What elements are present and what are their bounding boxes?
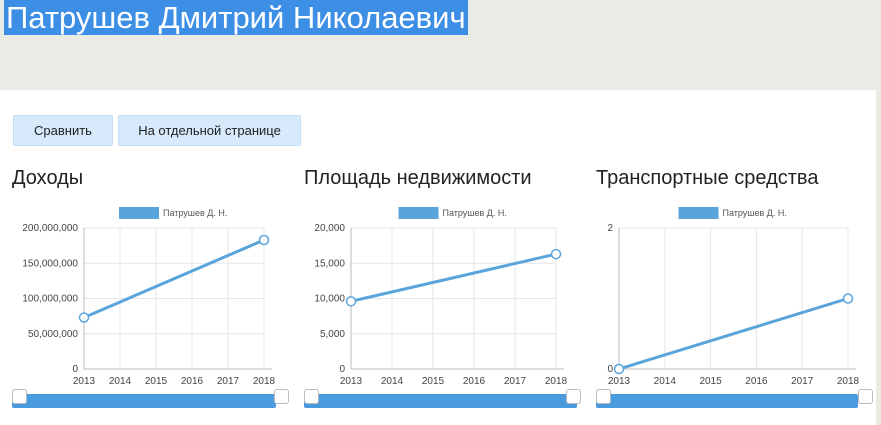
x-tick-label: 2014: [381, 376, 404, 387]
income-range-slider[interactable]: [12, 394, 276, 408]
chart-title-vehicles: Транспортные средства: [596, 167, 819, 189]
x-tick-label: 2018: [253, 376, 276, 387]
series-line: [350, 252, 557, 303]
y-tick-label: 150,000,000: [22, 258, 78, 269]
x-tick-label: 2017: [217, 376, 240, 387]
legend-label: Патрушев Д. Н.: [443, 208, 507, 218]
separate-page-button[interactable]: На отдельной странице: [118, 115, 301, 146]
series-line: [618, 297, 849, 371]
legend-swatch: [678, 207, 719, 219]
y-tick-label: 100,000,000: [22, 294, 78, 305]
chart-title-income: Доходы: [12, 167, 84, 189]
y-tick-label: 10,000: [314, 294, 345, 305]
legend-label: Патрушев Д. Н.: [163, 208, 227, 218]
x-tick-label: 2016: [463, 376, 486, 387]
data-point: [78, 312, 90, 323]
x-tick-label: 2017: [791, 376, 814, 387]
vehicles-range-slider[interactable]: [596, 394, 858, 408]
legend-label: Патрушев Д. Н.: [723, 208, 787, 218]
x-tick-label: 2014: [654, 376, 677, 387]
vehicles-chart: Патрушев Д. Н. 0 2 2013 2014 2015 2016 2017 2018: [584, 200, 874, 390]
real-estate-range-start-handle[interactable]: [304, 389, 319, 404]
y-tick-label: 20,000: [314, 223, 345, 234]
real-estate-range-slider[interactable]: [304, 394, 577, 408]
legend-swatch: [398, 207, 439, 219]
data-point: [258, 234, 270, 246]
income-chart: Патрушев Д. Н. 0 50,000,000 100,000,000 150,…: [0, 200, 290, 390]
y-tick-label: 2: [607, 223, 613, 234]
income-range-end-handle[interactable]: [274, 389, 289, 404]
data-point: [842, 293, 854, 304]
compare-button[interactable]: Сравнить: [13, 115, 113, 146]
x-tick-label: 2016: [745, 376, 768, 387]
real-estate-chart: Патрушев Д. Н. 0 5,000 10,000 15,000 20,000 20…: [292, 200, 582, 390]
x-tick-label: 2015: [145, 376, 168, 387]
x-tick-label: 2016: [181, 376, 204, 387]
y-tick-label: 15,000: [314, 258, 345, 269]
x-tick-label: 2017: [504, 376, 527, 387]
y-tick-label: 200,000,000: [22, 223, 78, 234]
x-tick-label: 2018: [545, 376, 568, 387]
x-tick-label: 2014: [109, 376, 132, 387]
chart-title-real-estate: Площадь недвижимости: [304, 167, 532, 189]
legend-swatch: [119, 207, 159, 219]
data-point: [345, 296, 357, 307]
x-tick-label: 2013: [73, 376, 96, 387]
x-tick-label: 2015: [699, 376, 722, 387]
y-tick-label: 50,000,000: [28, 329, 78, 340]
y-tick-label: 0: [72, 364, 78, 375]
page-title: Патрушев Дмитрий Николаевич: [4, 0, 468, 35]
income-range-start-handle[interactable]: [12, 389, 27, 404]
x-tick-label: 2018: [837, 376, 860, 387]
data-point: [550, 248, 562, 260]
data-point: [613, 363, 625, 375]
y-tick-label: 0: [339, 364, 345, 375]
vehicles-range-end-handle[interactable]: [858, 389, 873, 404]
real-estate-range-end-handle[interactable]: [566, 389, 581, 404]
series-line: [83, 238, 265, 319]
y-tick-label: 5,000: [320, 329, 345, 340]
x-tick-label: 2013: [340, 376, 363, 387]
x-tick-label: 2015: [422, 376, 445, 387]
y-tick-label: 0: [607, 364, 613, 375]
x-tick-label: 2013: [608, 376, 631, 387]
vehicles-range-start-handle[interactable]: [596, 389, 611, 404]
